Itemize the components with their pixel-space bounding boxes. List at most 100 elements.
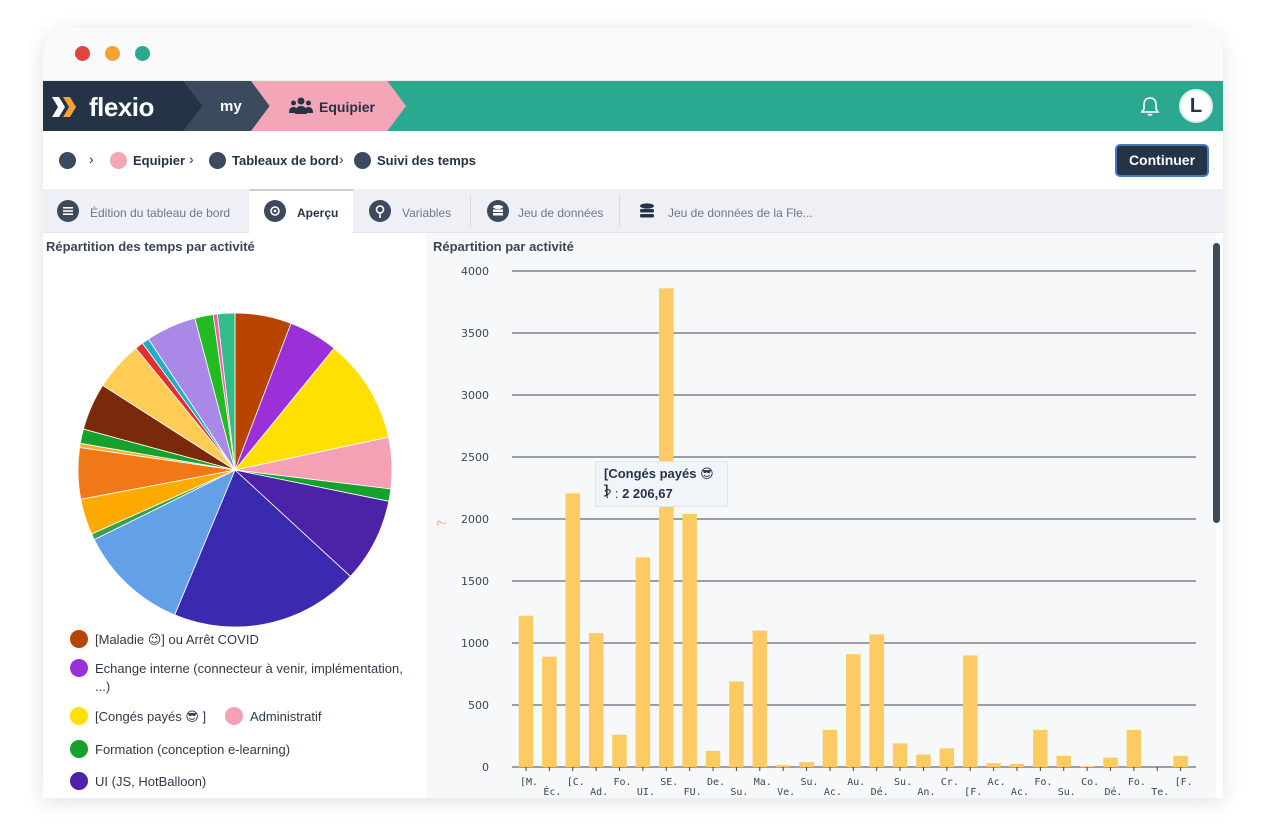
x-tick-label: An.	[917, 787, 935, 798]
y-axis-label: ?	[435, 520, 449, 526]
breadcrumb-item-equipier[interactable]: Equipier	[133, 153, 186, 168]
legend-label: Administratif	[250, 709, 322, 724]
bar	[846, 654, 861, 767]
tooltip-label: ? :	[604, 486, 623, 501]
x-tick-label: Co.	[1081, 777, 1099, 788]
pie-chart-title: Répartition des temps par activité	[46, 239, 255, 254]
bar	[682, 514, 697, 767]
variables-icon	[369, 200, 391, 222]
legend-swatch	[70, 707, 88, 725]
chevron-right-icon: ›	[189, 151, 194, 167]
bar-tooltip: [Congés payés 😎 ] ? : 2 206,67	[595, 461, 728, 507]
tab-divider	[619, 195, 620, 227]
bar	[1056, 755, 1071, 767]
breadcrumb-item-current: Suivi des temps	[377, 153, 476, 168]
legend-swatch	[70, 630, 88, 648]
bar	[775, 765, 791, 767]
bar	[565, 493, 581, 767]
bar	[612, 734, 627, 767]
menu-icon	[57, 200, 79, 222]
legend-label: Formation (conception e-learning)	[95, 742, 291, 757]
x-tick-label: Ac.	[988, 777, 1006, 788]
x-tick-label: Dé.	[871, 786, 889, 798]
legend-swatch	[70, 772, 88, 790]
dashboard-icon	[209, 152, 226, 169]
bar	[1079, 766, 1095, 767]
bar	[892, 743, 908, 767]
x-tick-label: Su.	[801, 777, 819, 788]
bar-chart: 0 500 1000 1500 2000 2500 3000 3500 4000? [M. Éc. […	[435, 265, 1196, 798]
bar	[1126, 729, 1142, 767]
workspace-label[interactable]: Equipier	[319, 99, 376, 115]
team-icon	[110, 152, 127, 169]
x-tick-label: [M.	[520, 777, 538, 788]
tab-preview[interactable]: Aperçu	[249, 189, 353, 233]
bar	[799, 762, 814, 767]
home-icon[interactable]	[59, 152, 76, 169]
bar	[518, 615, 534, 767]
close-window-dot[interactable]	[75, 46, 90, 61]
tab-dataset[interactable]: Jeu de données	[471, 189, 619, 233]
y-tick-label: 4000	[461, 265, 489, 278]
breadcrumb-item-dashboards[interactable]: Tableaux de bord	[232, 153, 339, 168]
x-tick-label: [F.	[964, 787, 982, 798]
my-label[interactable]: my	[220, 98, 242, 115]
tab-flexio-dataset[interactable]: Jeu de données de la Fle...	[620, 189, 830, 233]
bar	[986, 763, 1001, 767]
avatar[interactable]: L	[1179, 89, 1213, 123]
team-icon	[289, 97, 313, 114]
pie-panel: Répartition des temps par activité [Mala…	[43, 233, 423, 798]
x-tick-label: SE.	[660, 777, 678, 788]
x-tick-label: Au.	[847, 777, 865, 788]
maximize-window-dot[interactable]	[135, 46, 150, 61]
bar	[542, 656, 557, 767]
legend-label: [Congés payés 😎 ]	[95, 709, 207, 724]
x-tick-label: De.	[707, 777, 725, 788]
bar	[729, 681, 744, 767]
x-tick-label: Su.	[894, 777, 912, 788]
x-tick-label: Éc.	[543, 785, 561, 798]
chevron-right-icon: ›	[339, 151, 344, 167]
vertical-scrollbar[interactable]	[1213, 243, 1220, 523]
x-tick-label: UI.	[637, 787, 655, 798]
legend-label: UI (JS, HotBalloon)	[95, 774, 207, 789]
pie-slice	[233, 347, 390, 471]
pie-slice	[216, 312, 236, 471]
tooltip-value-row: ? : 2 206,67	[604, 486, 673, 501]
y-tick-label: 500	[468, 699, 489, 712]
legend-swatch	[70, 659, 88, 677]
x-tick-label: Ac.	[824, 787, 842, 798]
x-tick-label: Fo.	[613, 777, 631, 788]
window-titlebar	[43, 28, 1223, 81]
bell-icon[interactable]	[1139, 95, 1161, 117]
x-tick-label: Su.	[730, 787, 748, 798]
tab-variables[interactable]: Variables	[355, 189, 470, 233]
x-tick-label: Fo.	[1034, 777, 1052, 788]
bar-panel: Répartition par activité 0 500 1000 1500 200…	[426, 233, 1216, 798]
x-tick-label: Ad.	[590, 787, 608, 798]
x-tick-label: [C.	[567, 777, 585, 788]
continue-button[interactable]: Continuer	[1115, 144, 1209, 177]
x-tick-label: Cr.	[941, 777, 959, 788]
chevron-right-icon: ›	[89, 151, 94, 167]
app-window: flexio my Equipier L › Equipier › Tablea…	[43, 28, 1223, 798]
tab-dashboard-editing[interactable]: Édition du tableau de bord	[43, 189, 248, 233]
bar	[1009, 763, 1025, 767]
x-tick-label: Ve.	[777, 787, 795, 798]
logo-segment[interactable]: flexio	[43, 81, 218, 131]
bar-chart-title: Répartition par activité	[433, 239, 574, 254]
y-tick-label: 2000	[461, 513, 489, 526]
legend-label: [Maladie 😉] ou Arrêt COVID	[95, 632, 259, 647]
tab-label: Aperçu	[297, 206, 339, 220]
preview-icon	[264, 200, 286, 222]
x-tick-label: Ma.	[754, 777, 772, 788]
legend-label-continued: ...)	[95, 679, 111, 694]
legend-label: Echange interne (connecteur à venir, imp…	[95, 661, 403, 676]
bar	[705, 750, 721, 767]
tab-label: Jeu de données de la Fle...	[668, 206, 813, 220]
minimize-window-dot[interactable]	[105, 46, 120, 61]
workspace-segment[interactable]	[251, 81, 406, 131]
bar	[588, 633, 604, 767]
legend-swatch	[70, 740, 88, 758]
y-tick-label: 0	[482, 761, 489, 774]
